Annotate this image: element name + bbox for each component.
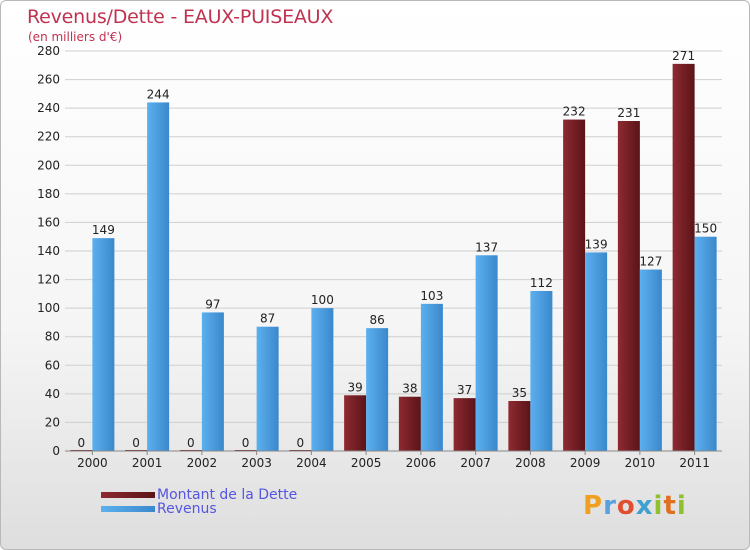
data-label: 137 bbox=[475, 240, 498, 254]
logo-letter: P bbox=[583, 491, 604, 521]
x-tick-label: 2000 bbox=[77, 456, 108, 470]
data-label: 39 bbox=[347, 380, 362, 394]
x-tick-label: 2003 bbox=[241, 456, 272, 470]
logo-letter: i bbox=[653, 491, 664, 521]
legend-swatch-revenus bbox=[101, 506, 155, 512]
x-tick-label: 2008 bbox=[515, 456, 546, 470]
data-label: 127 bbox=[639, 255, 662, 269]
y-tick-label: 240 bbox=[37, 101, 60, 115]
x-tick-label: 2002 bbox=[187, 456, 218, 470]
y-tick-label: 260 bbox=[37, 73, 60, 87]
x-tick-label: 2007 bbox=[460, 456, 491, 470]
bar-revenus bbox=[530, 291, 553, 451]
y-tick-label: 80 bbox=[45, 330, 60, 344]
legend-item-revenus: Revenus bbox=[101, 501, 217, 517]
logo-letter: t bbox=[663, 491, 677, 521]
y-tick-label: 180 bbox=[37, 187, 60, 201]
bar-revenus bbox=[639, 269, 662, 451]
logo-letter: x bbox=[635, 491, 654, 521]
bar-dette bbox=[398, 396, 421, 451]
bar-revenus bbox=[585, 252, 608, 451]
bar-revenus bbox=[92, 238, 115, 451]
data-label: 97 bbox=[205, 297, 220, 311]
data-label: 112 bbox=[530, 276, 553, 290]
logo-letter: i bbox=[676, 491, 687, 521]
data-label: 231 bbox=[617, 106, 640, 120]
bar-revenus bbox=[420, 303, 443, 451]
bar-dette bbox=[563, 119, 586, 452]
legend-swatch-dette bbox=[101, 492, 155, 498]
proxiti-logo: Proxiti bbox=[583, 491, 687, 521]
logo-letter: r bbox=[603, 491, 617, 521]
data-label: 0 bbox=[242, 436, 250, 450]
data-label: 139 bbox=[585, 237, 608, 251]
logo-letter: o bbox=[616, 491, 636, 521]
bar-revenus bbox=[311, 308, 334, 451]
y-tick-label: 40 bbox=[45, 387, 60, 401]
y-tick-label: 140 bbox=[37, 244, 60, 258]
data-label: 103 bbox=[420, 289, 443, 303]
chart-subtitle: (en milliers d'€) bbox=[28, 30, 123, 44]
bar-revenus bbox=[147, 102, 170, 451]
x-tick-label: 2010 bbox=[625, 456, 656, 470]
legend-item-dette: Montant de la Dette bbox=[101, 487, 297, 503]
data-label: 149 bbox=[92, 223, 115, 237]
bar-dette bbox=[672, 63, 695, 451]
x-tick-label: 2011 bbox=[679, 456, 710, 470]
x-tick-label: 2001 bbox=[132, 456, 163, 470]
data-label: 100 bbox=[311, 293, 334, 307]
data-label: 38 bbox=[402, 382, 417, 396]
bar-dette bbox=[344, 395, 367, 451]
data-label: 37 bbox=[457, 383, 472, 397]
data-label: 0 bbox=[297, 436, 305, 450]
y-tick-label: 0 bbox=[52, 444, 60, 458]
bar-revenus bbox=[201, 312, 224, 451]
data-label: 86 bbox=[369, 313, 384, 327]
bar-revenus bbox=[256, 326, 279, 451]
data-label: 0 bbox=[78, 436, 86, 450]
data-label: 232 bbox=[563, 105, 586, 119]
bar-dette bbox=[617, 121, 640, 451]
bar-revenus bbox=[694, 236, 717, 451]
data-label: 150 bbox=[694, 222, 717, 236]
y-tick-label: 280 bbox=[37, 44, 60, 58]
y-tick-label: 220 bbox=[37, 130, 60, 144]
x-tick-label: 2009 bbox=[570, 456, 601, 470]
data-label: 244 bbox=[147, 87, 170, 101]
y-tick-label: 120 bbox=[37, 273, 60, 287]
legend-label-revenus: Revenus bbox=[157, 501, 217, 517]
bar-revenus bbox=[475, 255, 498, 451]
legend-label-dette: Montant de la Dette bbox=[157, 487, 298, 503]
y-tick-label: 100 bbox=[37, 301, 60, 315]
data-label: 0 bbox=[187, 436, 195, 450]
bar-dette bbox=[508, 401, 531, 451]
data-label: 35 bbox=[512, 386, 527, 400]
y-tick-label: 60 bbox=[45, 358, 60, 372]
data-label: 87 bbox=[260, 312, 275, 326]
y-tick-label: 20 bbox=[45, 415, 60, 429]
x-tick-label: 2005 bbox=[351, 456, 382, 470]
x-tick-label: 2004 bbox=[296, 456, 327, 470]
chart-title: Revenus/Dette - EAUX-PUISEAUX bbox=[27, 6, 334, 28]
y-tick-label: 160 bbox=[37, 215, 60, 229]
y-tick-label: 200 bbox=[37, 158, 60, 172]
bar-dette bbox=[453, 398, 476, 451]
data-label: 271 bbox=[672, 49, 695, 63]
bar-revenus bbox=[366, 328, 389, 451]
x-tick-label: 2006 bbox=[406, 456, 437, 470]
data-label: 0 bbox=[132, 436, 140, 450]
